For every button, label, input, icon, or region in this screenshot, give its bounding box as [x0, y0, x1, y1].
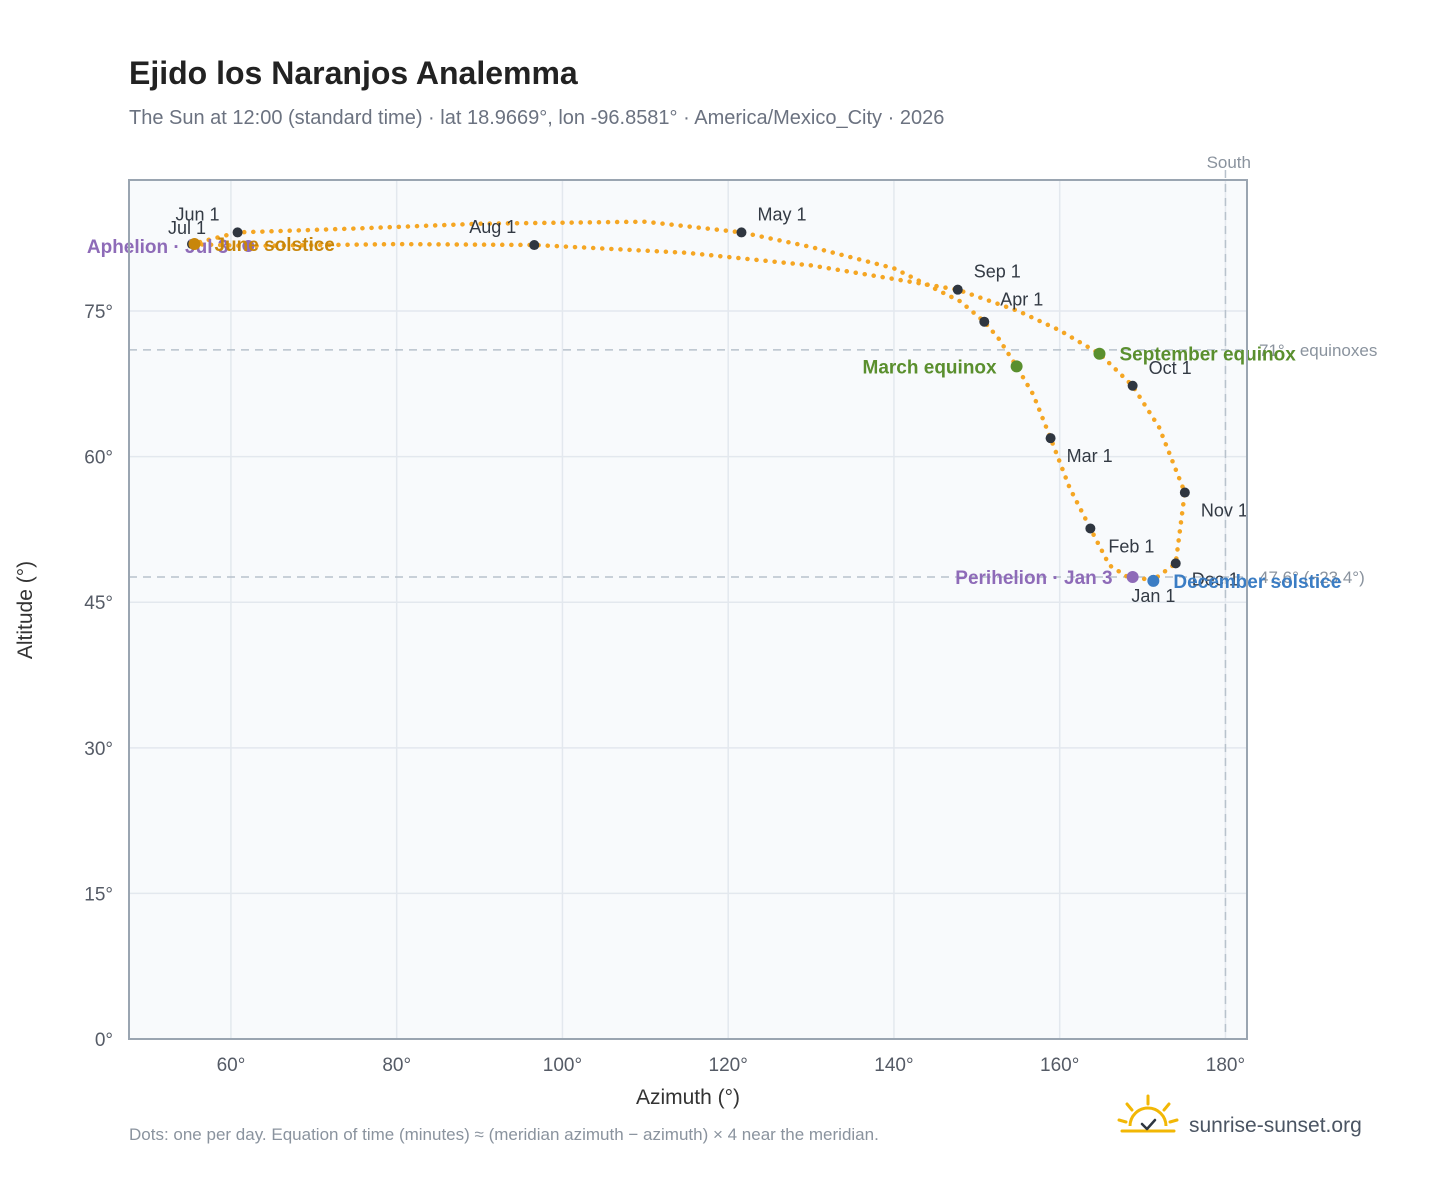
event-marker-dot	[1010, 360, 1023, 373]
event-marker-label: September equinox	[1119, 345, 1296, 366]
month-marker-dot	[232, 227, 243, 238]
plot-frame	[128, 179, 1248, 1040]
event-marker-label: Aphelion · Jul 3	[87, 237, 228, 258]
event-marker-label: June solstice	[214, 235, 334, 256]
month-marker-dot	[1127, 380, 1138, 391]
event-marker-dot	[1147, 574, 1160, 587]
south-label: South	[1207, 153, 1251, 172]
event-marker-dot	[1093, 347, 1106, 360]
analemma-daily-dots	[189, 219, 1188, 583]
month-marker-label: Dec 1	[1192, 569, 1239, 589]
footnote: Dots: one per day. Equation of time (min…	[129, 1125, 879, 1144]
reference-lines: South 71° · equinoxes 47.6° (−23.4°)	[129, 153, 1377, 1039]
month-marker-dot	[1085, 523, 1096, 534]
sun-logo-icon	[1117, 1094, 1179, 1133]
y-tick-label: 15°	[84, 884, 113, 905]
month-marker-dot	[1179, 487, 1190, 498]
month-marker-dot	[952, 284, 963, 295]
analemma-curve	[189, 219, 1188, 583]
month-marker-dot	[736, 227, 747, 238]
altitude-reference-label: 71° · equinoxes	[1259, 341, 1377, 360]
event-marker-label: Perihelion · Jan 3	[955, 568, 1112, 589]
month-marker-label: Feb 1	[1108, 536, 1154, 556]
y-tick-label: 75°	[84, 302, 113, 323]
month-marker-dot	[529, 240, 540, 251]
month-marker-label: Aug 1	[469, 217, 516, 237]
x-tick-label: 60°	[217, 1055, 246, 1076]
chart-title: Ejido los Naranjos Analemma	[129, 55, 578, 91]
y-axis-label: Altitude (°)	[14, 561, 37, 659]
month-marker-label: Jan 1	[1131, 586, 1175, 606]
month-marker-label: Oct 1	[1149, 358, 1192, 378]
y-tick-label: 60°	[84, 448, 113, 469]
event-marker-label: March equinox	[863, 357, 998, 378]
x-tick-label: 140°	[874, 1055, 913, 1076]
event-marker-dot	[242, 240, 255, 253]
month-marker-dot	[1170, 558, 1181, 569]
month-marker-label: Nov 1	[1201, 501, 1248, 521]
event-marker-dot	[188, 238, 201, 251]
plot-area	[129, 180, 1247, 1039]
x-tick-label: 160°	[1040, 1055, 1079, 1076]
event-marker-dot	[1126, 570, 1139, 583]
brand-name: sunrise-sunset.org	[1189, 1114, 1362, 1137]
month-marker-dot	[1045, 433, 1056, 444]
y-tick-label: 30°	[84, 739, 113, 760]
grid	[129, 180, 1247, 1039]
month-marker-dot	[979, 316, 990, 327]
event-marker-label: December solstice	[1173, 572, 1341, 593]
y-tick-label: 0°	[95, 1030, 113, 1051]
axis-ticks: 60° 80° 100° 120° 140° 160° 180° 0° 15° 30° 45° 60°…	[84, 302, 1245, 1076]
y-tick-label: 45°	[84, 593, 113, 614]
month-marker-label: Sep 1	[974, 262, 1021, 282]
x-tick-label: 100°	[543, 1055, 582, 1076]
chart-subtitle: The Sun at 12:00 (standard time) · lat 1…	[129, 107, 944, 129]
month-marker-label: Apr 1	[1000, 290, 1043, 310]
x-axis-label: Azimuth (°)	[636, 1086, 740, 1109]
altitude-reference-label: 47.6° (−23.4°)	[1259, 568, 1365, 587]
x-tick-label: 120°	[709, 1055, 748, 1076]
month-marker-label: Mar 1	[1067, 446, 1113, 466]
month-marker-label: Jul 1	[168, 218, 206, 238]
month-marker-label: Jun 1	[176, 204, 220, 224]
x-tick-label: 80°	[382, 1055, 411, 1076]
x-tick-label: 180°	[1206, 1055, 1245, 1076]
month-marker-label: May 1	[757, 204, 806, 224]
